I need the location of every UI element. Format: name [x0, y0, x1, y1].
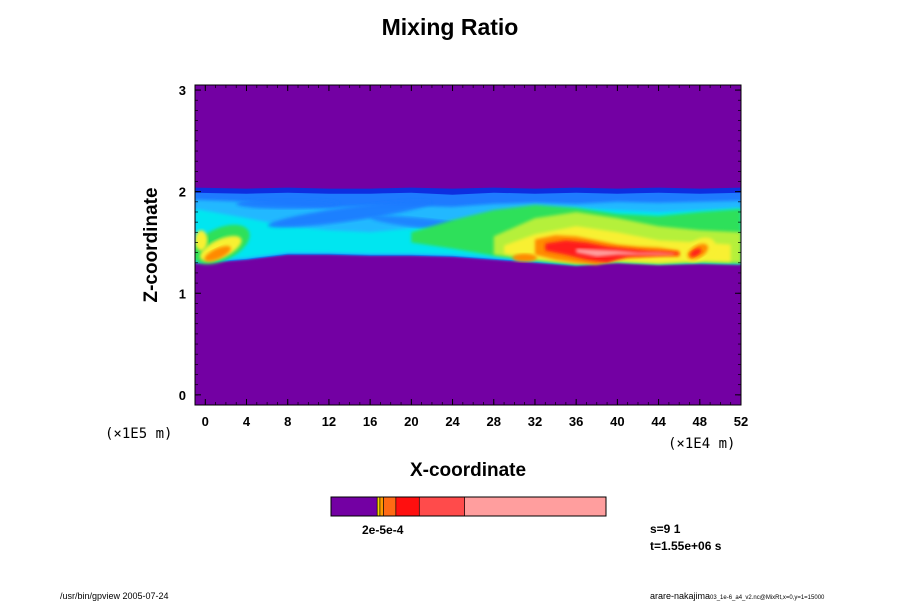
x-tick-label: 16: [363, 414, 377, 429]
x-axis-label: X-coordinate: [409, 460, 527, 481]
footer-left: /usr/bin/gpview 2005-07-24: [60, 591, 169, 601]
x-axis-unit: (×1E4 m): [668, 436, 736, 452]
x-tick-label: 36: [569, 414, 583, 429]
left-orange-blob: [204, 245, 231, 262]
x-tick-label: 20: [404, 414, 418, 429]
colorbar-segment: [379, 496, 384, 517]
y-tick-label: 1: [179, 286, 186, 301]
x-tick-label: 52: [734, 414, 748, 429]
colorbar-frame: [330, 496, 607, 517]
x-tick-label: 4: [243, 414, 251, 429]
footer-right-detail: 03_1e-6_a4_v2.nc@MixRt,x=0,y=1=15000: [710, 595, 825, 601]
colorbar-segment: [330, 496, 378, 517]
x-tick-label: 44: [651, 414, 666, 429]
colorbar-segment: [383, 496, 397, 517]
blue-streak-1: [267, 200, 432, 228]
x-tick-label: 12: [322, 414, 336, 429]
x-axis-ticks: 0 4 8 12 16 20 24 28 32 36 40 44 48 52: [194, 85, 748, 429]
colorbar-label: 2e-5e-4: [362, 523, 404, 537]
x-tick-label: 32: [528, 414, 542, 429]
edge-yellow-blob: [195, 230, 208, 251]
y-axis-ticks: 0 1 2 3: [179, 83, 741, 403]
chart-title: Mixing Ratio: [381, 14, 519, 40]
small-orange-blob: [512, 253, 538, 262]
x-tick-label: 24: [445, 414, 460, 429]
y-tick-label: 2: [179, 185, 186, 200]
x-tick-label: 0: [202, 414, 209, 429]
colorbar-segment: [395, 496, 420, 517]
plot-frame: [194, 84, 742, 406]
step-label: s=9 1: [650, 522, 681, 536]
colorbar-segment: [464, 496, 607, 517]
x-tick-label: 28: [487, 414, 501, 429]
x-tick-label: 8: [284, 414, 291, 429]
right-red-blob: [690, 248, 702, 257]
y-axis-unit: (×1E5 m): [105, 426, 173, 442]
colorbar-segment: [376, 496, 381, 517]
footer-right: arare-nakajima03_1e-6_a4_v2.nc@MixRt,x=0…: [650, 591, 825, 601]
y-tick-label: 0: [179, 388, 186, 403]
blue-streak-3: [236, 198, 340, 209]
colorbar: [330, 496, 607, 517]
time-label: t=1.55e+06 s: [650, 539, 722, 553]
mixing-ratio-field: [195, 187, 741, 266]
y-tick-label: 3: [179, 83, 186, 98]
x-tick-label: 48: [693, 414, 707, 429]
colorbar-segment: [418, 496, 465, 517]
x-tick-label: 40: [610, 414, 624, 429]
pink-core: [576, 248, 674, 257]
